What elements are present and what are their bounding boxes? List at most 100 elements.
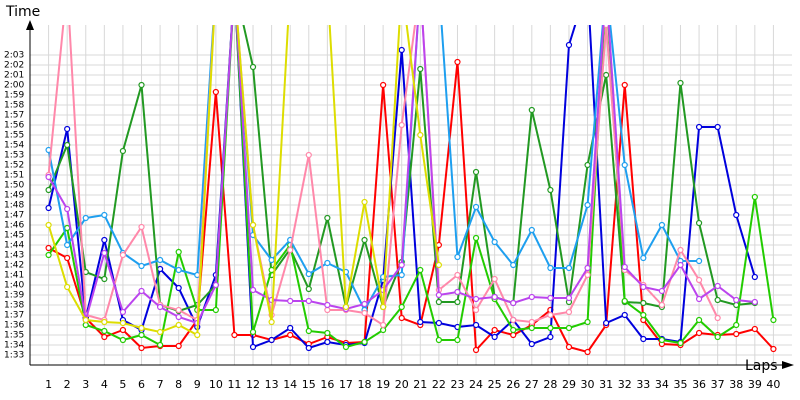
data-point xyxy=(82,214,89,222)
data-point xyxy=(138,262,145,270)
y-tick-label: 1:39 xyxy=(4,291,24,301)
data-point xyxy=(119,319,127,327)
data-point xyxy=(454,253,461,261)
x-tick-label: 9 xyxy=(194,378,201,391)
data-point xyxy=(658,301,666,309)
data-point xyxy=(547,294,554,302)
data-point xyxy=(324,301,331,309)
data-point xyxy=(621,161,628,169)
data-point xyxy=(695,295,703,303)
y-tick-label: 2:00 xyxy=(4,81,24,91)
y-tick-label: 1:47 xyxy=(4,211,24,221)
data-point xyxy=(268,266,275,274)
y-tick-label: 1:41 xyxy=(4,271,24,281)
data-point xyxy=(565,294,573,302)
data-point xyxy=(677,79,684,87)
x-tick-label: 4 xyxy=(101,378,108,391)
x-tick-label: 37 xyxy=(711,378,725,391)
y-tick-label: 1:55 xyxy=(4,131,24,141)
data-point xyxy=(695,276,703,284)
data-point xyxy=(417,266,424,274)
data-point xyxy=(714,282,721,290)
data-point xyxy=(603,71,610,79)
data-point xyxy=(491,293,498,301)
data-point xyxy=(361,338,368,346)
data-point xyxy=(491,275,498,283)
y-tick-label: 1:51 xyxy=(4,171,24,181)
x-tick-label: 7 xyxy=(157,378,164,391)
y-tick-label: 1:56 xyxy=(4,121,24,131)
y-tick-label: 2:02 xyxy=(4,61,24,71)
data-point xyxy=(547,311,554,319)
y-tick-label: 1:53 xyxy=(4,151,24,161)
x-tick-label: 39 xyxy=(748,378,762,391)
data-point xyxy=(45,251,52,259)
data-point xyxy=(435,336,442,344)
data-point xyxy=(677,246,684,254)
x-tick-label: 30 xyxy=(581,378,595,391)
x-tick-label: 34 xyxy=(655,378,669,391)
data-point xyxy=(64,141,71,149)
data-point xyxy=(324,214,331,222)
data-point xyxy=(175,248,182,256)
data-point xyxy=(714,296,721,304)
data-point xyxy=(621,263,628,271)
data-point xyxy=(249,63,257,71)
data-point xyxy=(175,266,182,274)
data-point xyxy=(472,306,480,314)
x-tick-label: 2 xyxy=(64,378,71,391)
x-tick-label: 36 xyxy=(692,378,706,391)
data-point xyxy=(101,327,108,335)
data-point xyxy=(714,333,721,341)
data-point xyxy=(398,121,405,129)
data-point xyxy=(212,306,219,314)
y-tick-label: 1:37 xyxy=(4,311,24,321)
data-point xyxy=(565,41,573,49)
series-line xyxy=(48,61,775,354)
data-point xyxy=(119,326,127,334)
data-point xyxy=(287,246,294,254)
data-point xyxy=(658,287,666,295)
data-point xyxy=(603,25,610,29)
data-point xyxy=(119,147,127,155)
data-point xyxy=(640,335,647,343)
y-tick-label: 1:48 xyxy=(4,201,24,211)
data-point xyxy=(565,264,573,272)
y-tick-label: 1:50 xyxy=(4,181,24,191)
data-point xyxy=(361,309,368,317)
y-tick-label: 1:59 xyxy=(4,91,24,101)
data-point xyxy=(380,81,387,89)
data-point xyxy=(472,321,480,329)
data-point xyxy=(454,336,461,344)
data-point xyxy=(156,328,164,336)
data-point xyxy=(528,324,535,332)
data-point xyxy=(342,343,350,351)
data-point xyxy=(454,288,461,296)
y-tick-label: 2:01 xyxy=(4,71,24,81)
data-point xyxy=(677,339,684,347)
data-point xyxy=(101,318,108,326)
data-point xyxy=(156,256,164,264)
data-point xyxy=(64,241,71,249)
x-tick-label: 21 xyxy=(413,378,427,391)
data-point xyxy=(435,291,442,299)
data-point xyxy=(101,275,108,283)
x-tick-label: 26 xyxy=(506,378,520,391)
data-point xyxy=(547,186,554,194)
data-point xyxy=(640,254,647,262)
data-point xyxy=(472,346,480,354)
data-point xyxy=(658,336,666,344)
data-point xyxy=(101,333,108,341)
x-tick-label: 11 xyxy=(227,378,241,391)
y-tick-label: 1:46 xyxy=(4,221,24,231)
data-point xyxy=(268,256,275,264)
series-area xyxy=(45,25,777,356)
data-point xyxy=(119,336,127,344)
data-point xyxy=(733,211,740,219)
data-point xyxy=(398,303,405,311)
data-point xyxy=(361,236,368,244)
data-point xyxy=(714,123,721,131)
x-tick-label: 33 xyxy=(636,378,650,391)
x-tick-label: 28 xyxy=(543,378,557,391)
